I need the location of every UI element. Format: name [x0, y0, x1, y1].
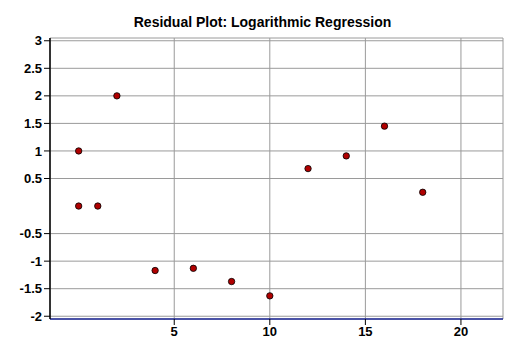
svg-text:-0.5: -0.5	[20, 226, 42, 241]
svg-text:1.5: 1.5	[24, 116, 42, 131]
html-text:Residual Plot: Logarithmic Reg: Residual Plot: Logarithmic Regression	[133, 14, 392, 30]
svg-text:15: 15	[358, 324, 372, 339]
svg-text:-1.5: -1.5	[20, 281, 42, 296]
svg-text:-2: -2	[30, 309, 42, 324]
svg-text:10: 10	[263, 324, 277, 339]
svg-text:1: 1	[35, 144, 42, 159]
svg-text:3: 3	[35, 33, 42, 48]
svg-text:20: 20	[454, 324, 468, 339]
svg-text:2.5: 2.5	[24, 61, 42, 76]
svg-text:5: 5	[171, 324, 178, 339]
svg-text:0.5: 0.5	[24, 171, 42, 186]
svg-text:-1: -1	[30, 254, 42, 269]
svg-text:2: 2	[35, 88, 42, 103]
